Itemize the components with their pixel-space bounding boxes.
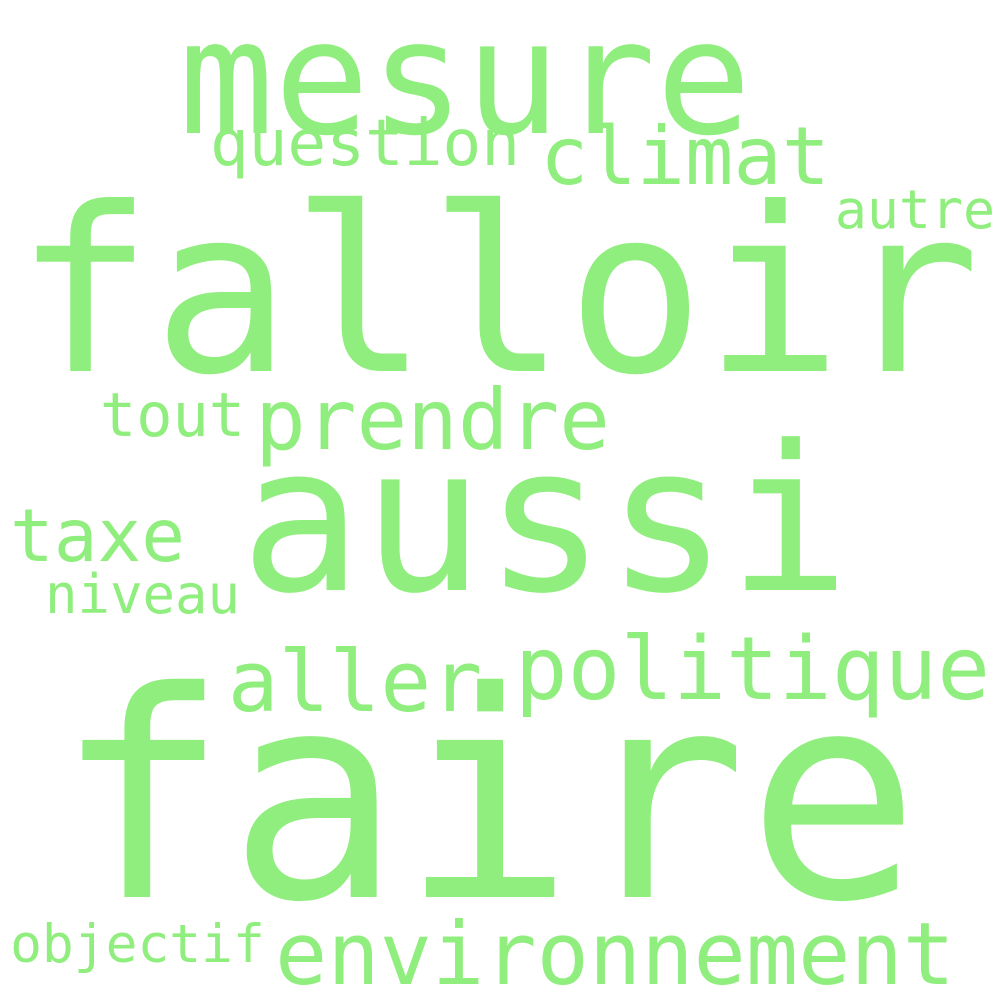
word-faire: faire	[55, 629, 920, 965]
word-falloir: falloir	[15, 159, 981, 426]
word-taxe: taxe	[10, 494, 186, 579]
word-aussi: aussi	[240, 401, 850, 638]
word-environnement: environnement	[275, 903, 956, 1000]
word-tout: tout	[100, 380, 245, 451]
word-politique: politique	[514, 618, 991, 721]
word-question: question	[209, 105, 521, 181]
word-niveau: niveau	[45, 562, 241, 626]
word-mesure: mesure	[178, 0, 752, 171]
word-prendre: prendre	[255, 370, 610, 469]
word-objectif: objectif	[10, 913, 265, 975]
word-aller: aller	[227, 633, 483, 732]
word-climat: climat	[540, 108, 831, 203]
word-autre: autre	[834, 179, 995, 242]
